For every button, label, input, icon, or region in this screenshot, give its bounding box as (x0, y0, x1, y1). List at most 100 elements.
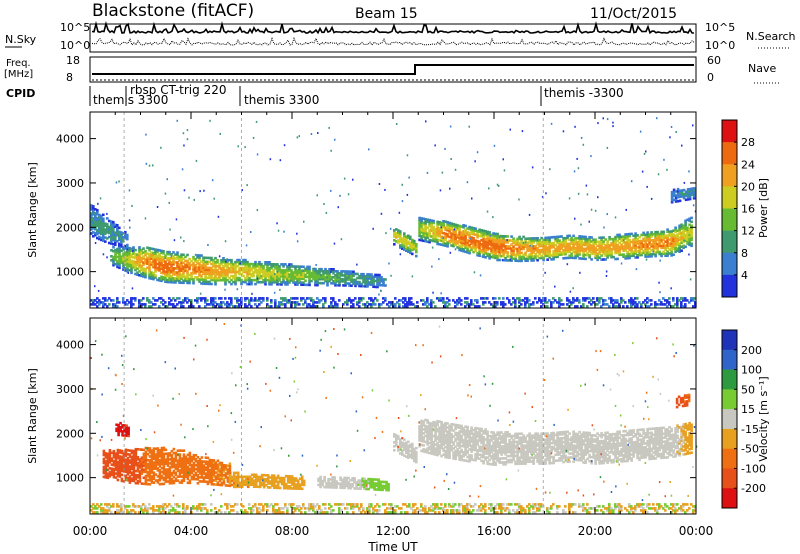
heatmap-cell (644, 303, 647, 306)
heatmap-cell (248, 299, 251, 302)
heatmap-cell (588, 297, 591, 300)
heatmap-cell (286, 477, 290, 480)
heatmap-cell (286, 279, 289, 282)
heatmap-cell (272, 482, 276, 485)
heatmap-cell (636, 256, 639, 259)
heatmap-cell (152, 261, 155, 265)
heatmap-cell (325, 481, 328, 485)
heatmap-cell (516, 259, 519, 263)
heatmap-cell (198, 262, 201, 265)
heatmap-cell (364, 279, 367, 282)
heatmap-cell (341, 484, 344, 488)
heatmap-cell (622, 247, 625, 250)
freq-panel: Freq. [MHz] 18 8 60 0 Nave (4, 54, 780, 84)
heatmap-cell (200, 472, 204, 475)
heatmap-cell (168, 466, 172, 469)
heatmap-cell (119, 429, 122, 433)
heatmap-cell (678, 226, 681, 230)
heatmap-cell (360, 297, 363, 300)
heatmap-cell (626, 244, 629, 248)
heatmap-cell (90, 303, 93, 306)
heatmap-cell (272, 263, 275, 266)
heatmap-cell (420, 227, 423, 230)
heatmap-cell (196, 462, 200, 465)
heatmap-cell (120, 243, 123, 246)
heatmap-cell (138, 301, 141, 304)
heatmap-cell (306, 283, 309, 287)
heatmap-cell (320, 299, 323, 302)
heatmap-cell (278, 277, 281, 280)
heatmap-cell (170, 449, 174, 453)
heatmap-cell (472, 303, 475, 306)
heatmap-cell (596, 248, 599, 252)
heatmap-cell (678, 230, 681, 234)
nsearch-tick-top: 10^5 (705, 21, 735, 34)
heatmap-cell (393, 231, 396, 234)
heatmap-cell (203, 189, 205, 192)
heatmap-cell (366, 273, 369, 276)
heatmap-cell (660, 232, 663, 236)
heatmap-cell (192, 465, 196, 469)
heatmap-cell (210, 476, 214, 480)
heatmap-cell (674, 242, 677, 245)
heatmap-cell (350, 301, 353, 304)
heatmap-cell (270, 271, 273, 274)
heatmap-cell (546, 258, 549, 261)
heatmap-cell (319, 475, 322, 479)
heatmap-cell (470, 230, 473, 233)
heatmap-cell (598, 297, 601, 300)
heatmap-cell (458, 236, 461, 240)
heatmap-cell (290, 279, 293, 282)
heatmap-cell (96, 232, 99, 236)
heatmap-cell (206, 474, 210, 478)
heatmap-cell (144, 259, 147, 263)
heatmap-cell (208, 458, 212, 462)
heatmap-cell (351, 479, 354, 482)
heatmap-cell (658, 234, 661, 238)
heatmap-cell (514, 241, 517, 245)
heatmap-cell (346, 282, 349, 285)
heatmap-cell (672, 229, 675, 232)
heatmap-cell (208, 260, 211, 264)
heatmap-cell (204, 474, 208, 477)
heatmap-cell (154, 457, 158, 460)
power-heatmap (90, 112, 697, 308)
heatmap-cell (126, 262, 129, 265)
heatmap-cell (406, 301, 409, 304)
heatmap-cell (214, 270, 217, 274)
heatmap-cell (620, 297, 623, 300)
heatmap-cell (640, 253, 643, 257)
heatmap-cell (536, 254, 539, 258)
heatmap-cell (645, 258, 648, 261)
heatmap-cell (502, 239, 505, 242)
heatmap-cell (104, 303, 107, 306)
nave-tick-top: 60 (707, 54, 721, 67)
heatmap-cell (244, 303, 247, 306)
heatmap-cell (246, 262, 249, 266)
heatmap-cell (116, 226, 119, 229)
heatmap-cell (672, 297, 675, 300)
heatmap-cell (182, 271, 185, 275)
heatmap-cell (548, 246, 551, 249)
heatmap-cell (570, 256, 573, 259)
heatmap-cell (144, 478, 148, 482)
heatmap-cell (180, 479, 184, 482)
heatmap-cell (274, 301, 277, 304)
heatmap-cell (258, 477, 262, 481)
heatmap-cell (618, 245, 621, 249)
heatmap-cell (550, 244, 553, 247)
heatmap-cell (628, 248, 631, 252)
heatmap-cell (242, 268, 245, 272)
heatmap-cell (292, 273, 295, 276)
heatmap-cell (439, 189, 442, 192)
heatmap-cell (326, 269, 329, 273)
heatmap-cell (124, 263, 127, 266)
heatmap-cell (403, 248, 406, 251)
heatmap-cell (126, 252, 129, 255)
heatmap-cell (146, 470, 150, 474)
heatmap-cell (441, 171, 444, 174)
heatmap-cell (148, 449, 152, 452)
heatmap-cell (536, 243, 539, 246)
heatmap-cell (164, 254, 167, 257)
heatmap-cell (102, 225, 105, 229)
